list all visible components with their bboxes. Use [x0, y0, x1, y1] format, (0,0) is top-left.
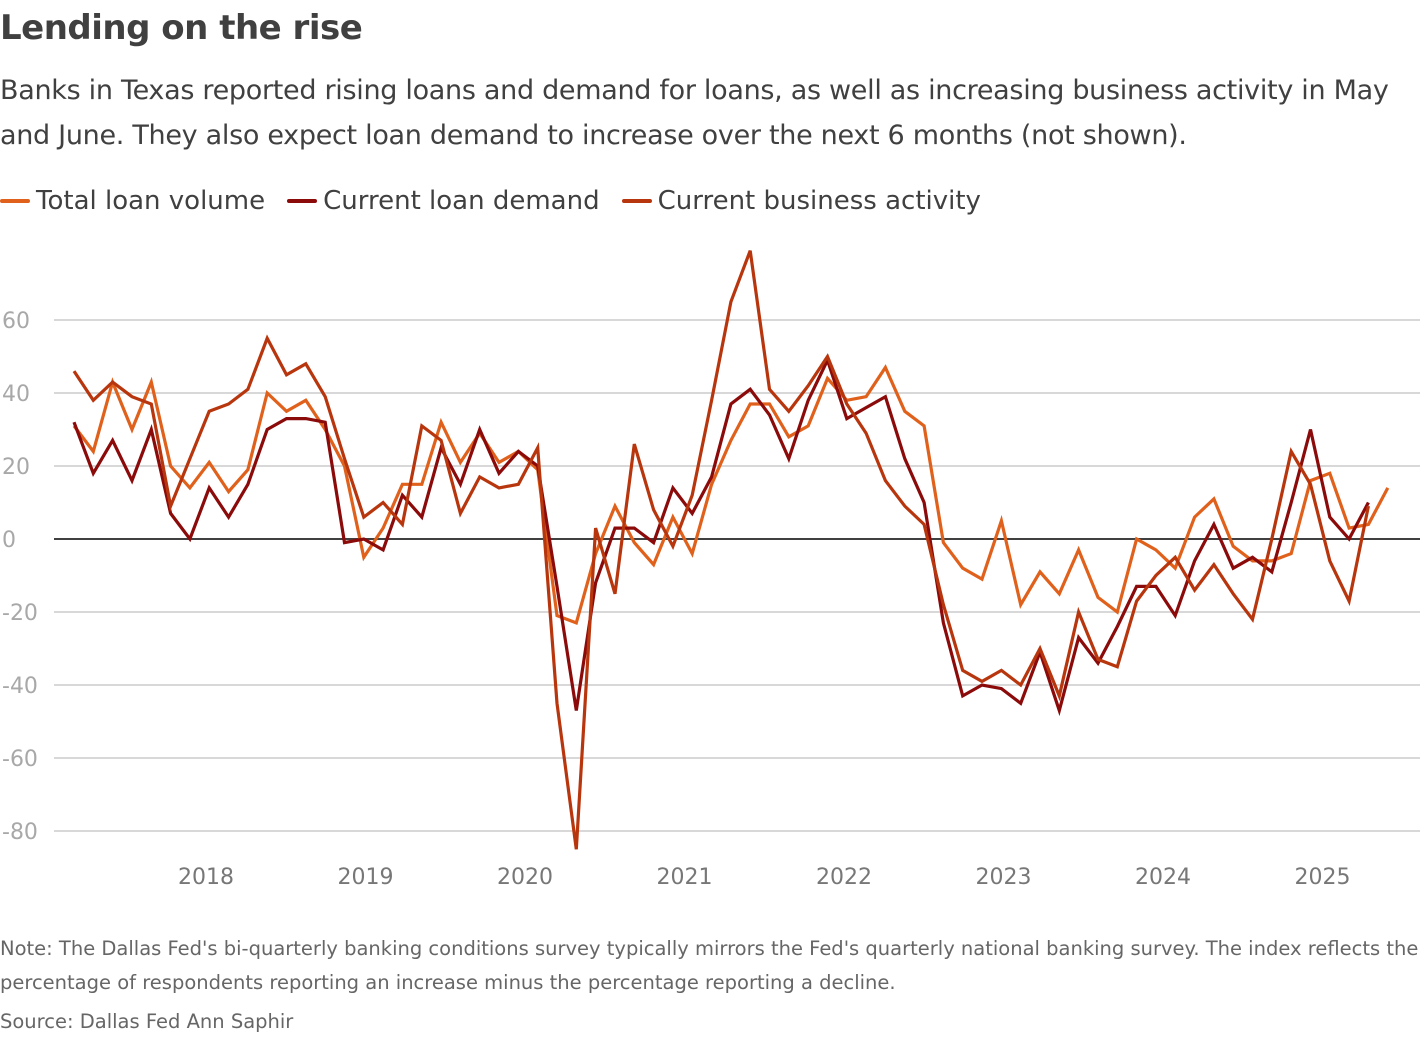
- y-tick-label: -80: [2, 820, 38, 845]
- legend-label: Current business activity: [657, 186, 981, 216]
- x-tick-label: 2022: [816, 865, 872, 890]
- gridlines: [54, 319, 1420, 832]
- y-tick-label: -60: [2, 747, 38, 772]
- y-axis-ticks: 60 40 20 0 -20 -40 -60 -80: [2, 309, 38, 845]
- series-lines: [72, 250, 1390, 850]
- y-tick-label: 40: [2, 382, 30, 407]
- x-tick-label: 2020: [497, 865, 553, 890]
- chart-title: Lending on the rise: [0, 8, 363, 48]
- legend-item-total-loan-volume: Total loan volume: [0, 186, 265, 216]
- x-tick-label: 2023: [976, 865, 1032, 890]
- y-tick-label: -40: [2, 674, 38, 699]
- y-tick-label: 20: [2, 455, 30, 480]
- legend-swatch: [287, 199, 318, 203]
- y-tick-label: 60: [2, 309, 30, 334]
- y-tick-label: -20: [2, 601, 38, 626]
- series-line-current-loan-demand: [72, 355, 1370, 717]
- x-axis-ticks: 2018 2019 2020 2021 2022 2023 2024 2025: [178, 865, 1351, 890]
- legend-label: Current loan demand: [323, 186, 600, 216]
- legend: Total loan volume Current loan demand Cu…: [0, 186, 1003, 216]
- chart-subtitle: Banks in Texas reported rising loans and…: [0, 75, 1389, 151]
- chart-source: Source: Dallas Fed Ann Saphir: [0, 1010, 294, 1033]
- x-tick-label: 2025: [1295, 865, 1351, 890]
- legend-label: Total loan volume: [36, 186, 266, 216]
- legend-swatch: [621, 199, 652, 203]
- chart-note: Note: The Dallas Fed's bi-quarterly bank…: [0, 937, 1419, 994]
- x-tick-label: 2018: [178, 865, 234, 890]
- y-tick-label: 0: [2, 528, 16, 553]
- series-line-current-business-activity: [72, 250, 1370, 850]
- x-tick-label: 2021: [657, 865, 713, 890]
- x-tick-label: 2024: [1135, 865, 1191, 890]
- legend-swatch: [0, 199, 30, 203]
- x-tick-label: 2019: [338, 865, 394, 890]
- legend-item-current-loan-demand: Current loan demand: [287, 186, 600, 216]
- legend-item-current-business-activity: Current business activity: [621, 186, 981, 216]
- line-chart: 60 40 20 0 -20 -40 -60 -80 2018 2019 2020 2021 2022…: [2, 250, 1420, 890]
